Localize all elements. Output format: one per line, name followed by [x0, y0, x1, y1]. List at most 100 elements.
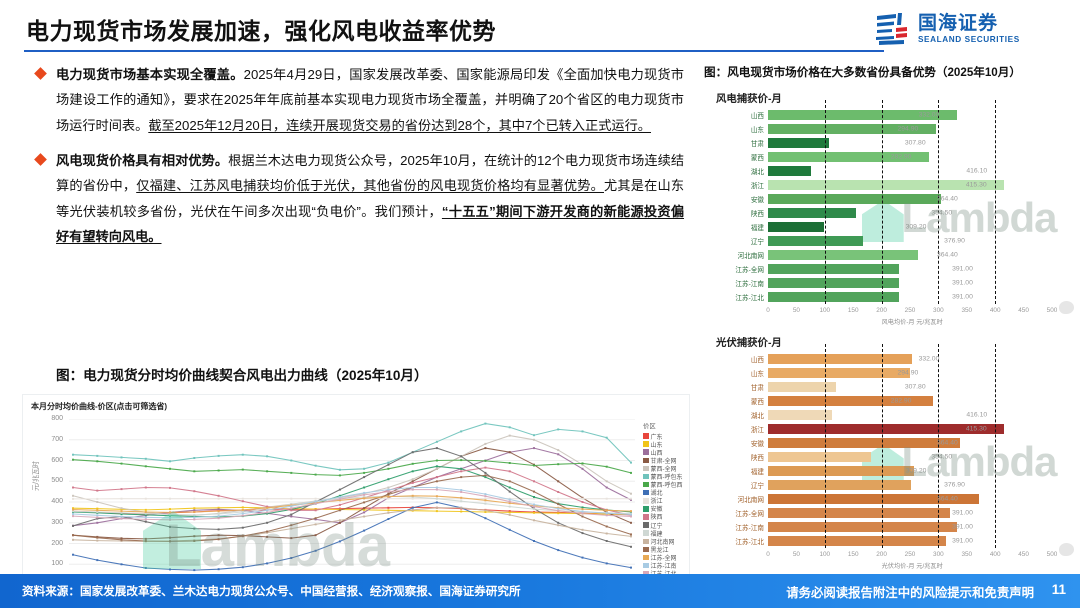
bar-row[interactable]: 湖北 [751, 409, 1052, 421]
hourly-price-line-chart[interactable]: 本月分时均价曲线-价区(点击可筛选省) 元/兆瓦时 Lambda 公众号 · 兰… [22, 394, 690, 608]
line-point-marker [508, 510, 511, 513]
bar-row[interactable]: 江苏-江南 [735, 521, 1052, 533]
bar[interactable] [768, 521, 957, 533]
bar-row[interactable]: 甘肃 [751, 137, 1052, 149]
bar[interactable] [768, 221, 825, 233]
bullet-1-lead: 电力现货市场基本实现全覆盖。 [56, 67, 244, 82]
bar-row[interactable]: 江苏-江北 [735, 535, 1052, 547]
bullet-diamond-icon [34, 153, 47, 166]
bar-row[interactable]: 陕西 [751, 207, 1052, 219]
legend-swatch-icon [643, 449, 649, 455]
bar-row[interactable]: 安徽 [751, 193, 1052, 205]
bar[interactable] [768, 109, 957, 121]
bar[interactable] [768, 423, 1004, 435]
line-point-marker [72, 458, 74, 461]
legend-item[interactable]: 山西 [643, 448, 689, 457]
wind-capture-price-chart[interactable]: 风电捕获价-月 山西 山东 甘肃 蒙西 湖北 浙江 安徽 陕西 福建 辽宁 河北南网 江苏-全网 江苏-… [706, 86, 1076, 328]
legend-item[interactable]: 河北南网 [643, 537, 689, 546]
legend-item[interactable]: 江苏-江南 [643, 562, 689, 570]
bar-row[interactable]: 江苏-江南 [735, 277, 1052, 289]
legend-item[interactable]: 山东 [643, 440, 689, 449]
line-point-marker [435, 497, 438, 500]
bar[interactable] [768, 165, 812, 177]
solar-plot-area: 山西山东甘肃蒙西湖北浙江安徽陕西福建辽宁河北南网江苏-全网江苏-江南江苏-江北 3… [735, 344, 1058, 570]
bar[interactable] [768, 479, 911, 491]
bar[interactable] [768, 409, 833, 421]
legend-item[interactable]: 黑龙江 [643, 545, 689, 554]
bar[interactable] [768, 395, 933, 407]
legend-item[interactable]: 辽宁 [643, 521, 689, 530]
legend-item[interactable]: 蒙西-呼包西 [643, 481, 689, 489]
bar-chart-x-tick: 450 [1018, 307, 1029, 314]
bar[interactable] [768, 437, 960, 449]
legend-item[interactable]: 福建 [643, 529, 689, 538]
bar[interactable] [768, 179, 1004, 191]
bar[interactable] [768, 151, 929, 163]
bar-row[interactable]: 山西 [751, 109, 1052, 121]
bar[interactable] [768, 465, 914, 477]
bar-row[interactable]: 安徽 [751, 437, 1052, 449]
line-point-marker [387, 509, 390, 512]
bar-row[interactable]: 江苏-全网 [735, 507, 1052, 519]
bar[interactable] [768, 367, 910, 379]
bar[interactable] [768, 381, 837, 393]
line-point-marker [338, 540, 341, 543]
bar-row[interactable]: 湖北 [751, 165, 1052, 177]
bar[interactable] [768, 353, 912, 365]
line-point-marker [630, 497, 632, 500]
legend-item[interactable]: 浙江 [643, 497, 689, 505]
legend-item[interactable]: 陕西 [643, 513, 689, 521]
bar-row[interactable]: 浙江 [751, 423, 1052, 435]
legend-item[interactable]: 安徽 [643, 505, 689, 513]
bar-row[interactable]: 辽宁 [751, 235, 1052, 247]
legend-item[interactable]: 蒙西-呼包东 [643, 472, 689, 481]
bar-chart-x-tick: 400 [989, 551, 1001, 558]
bar-chart-x-tick: 350 [961, 551, 973, 558]
bar[interactable] [768, 123, 936, 135]
bar[interactable] [768, 451, 872, 463]
line-chart-y-tick: 200 [51, 539, 63, 547]
bar-row[interactable]: 山东 [751, 367, 1052, 379]
bar-row[interactable]: 福建 [751, 465, 1052, 477]
line-point-marker [241, 511, 244, 513]
bar-row[interactable]: 江苏-全网 [735, 263, 1052, 275]
bar-row[interactable]: 浙江 [751, 179, 1052, 191]
bar-row[interactable]: 江苏-江北 [735, 291, 1052, 303]
solar-capture-price-chart[interactable]: 光伏捕获价-月 山西 山东 甘肃 蒙西 湖北 浙江 安徽 陕西 福建 辽宁 河北南网 江苏-全网 江苏-… [706, 330, 1076, 570]
bar-row[interactable]: 蒙西 [751, 151, 1052, 163]
bar[interactable] [768, 137, 830, 149]
line-point-marker [533, 505, 535, 508]
bar-row[interactable]: 山东 [751, 123, 1052, 135]
bar-row[interactable]: 山西 [751, 353, 1052, 365]
line-series [72, 489, 632, 521]
line-chart-legend[interactable]: 价区 广东 山东 山西 甘肃-全网 蒙西-全网 蒙西-呼包东 蒙西-呼包西 湖北 浙江 安徽 陕西辽… [643, 421, 689, 578]
line-point-marker [169, 568, 171, 571]
bar[interactable] [768, 493, 979, 505]
legend-item[interactable]: 甘肃-全网 [643, 456, 689, 465]
bar[interactable] [768, 235, 863, 247]
bar-row[interactable]: 辽宁 [751, 479, 1052, 491]
bar-row[interactable]: 陕西 [751, 451, 1052, 463]
line-point-marker [144, 465, 147, 468]
legend-item[interactable]: 湖北 [643, 489, 689, 497]
bar-row[interactable]: 河北南网 [738, 249, 1052, 261]
bar-row[interactable]: 福建 [751, 221, 1052, 233]
line-point-marker [193, 507, 196, 510]
bar[interactable] [768, 193, 941, 205]
legend-item[interactable]: 江苏-全网 [643, 553, 689, 562]
bar[interactable] [768, 277, 900, 289]
bar-row[interactable]: 甘肃 [751, 381, 1052, 393]
line-point-marker [411, 508, 414, 511]
bar-chart-x-tick: 250 [904, 551, 916, 558]
bar[interactable] [768, 263, 900, 275]
bar[interactable] [768, 507, 950, 519]
bar[interactable] [768, 207, 856, 219]
legend-item[interactable]: 蒙西-全网 [643, 464, 689, 473]
bar-row[interactable]: 河北南网 [738, 493, 1052, 505]
bar[interactable] [768, 291, 900, 303]
bar[interactable] [768, 249, 919, 261]
bar[interactable] [768, 535, 946, 547]
bar-row[interactable]: 蒙西 [751, 395, 1052, 407]
legend-item[interactable]: 广东 [643, 432, 689, 441]
line-point-marker [435, 510, 438, 513]
